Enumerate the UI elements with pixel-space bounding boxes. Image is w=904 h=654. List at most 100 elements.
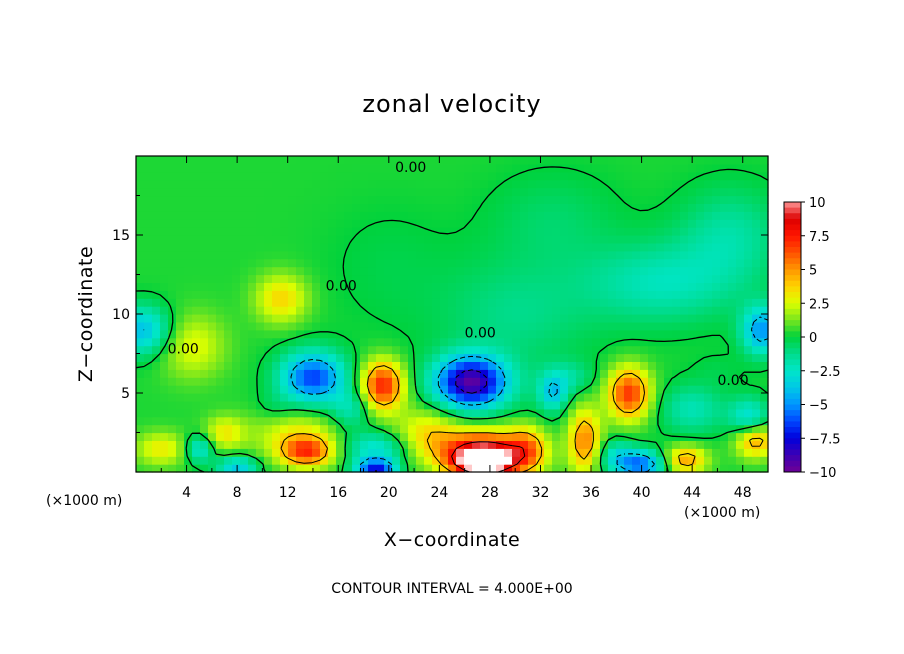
heatmap-cell	[736, 203, 745, 212]
heatmap-cell	[664, 337, 673, 347]
heatmap-cell	[632, 424, 641, 434]
heatmap-cell	[232, 242, 241, 252]
heatmap-cell	[752, 314, 761, 323]
heatmap-cell	[224, 274, 233, 283]
heatmap-cell	[488, 211, 497, 220]
heatmap-cell	[280, 353, 289, 362]
heatmap-cell	[488, 337, 497, 347]
heatmap-cell	[384, 282, 393, 291]
heatmap-cell	[664, 179, 673, 189]
heatmap-cell	[520, 345, 529, 355]
heatmap-cell	[288, 187, 297, 197]
heatmap-cell	[752, 219, 761, 228]
heatmap-cell	[384, 219, 393, 228]
heatmap-cell	[408, 298, 417, 307]
heatmap-cell	[584, 314, 593, 323]
heatmap-cell	[344, 266, 353, 276]
heatmap-cell	[584, 242, 593, 252]
heatmap-cell	[672, 156, 681, 165]
heatmap-cell	[400, 369, 409, 378]
heatmap-cell	[336, 242, 345, 252]
heatmap-cell	[672, 250, 681, 260]
heatmap-cell	[536, 361, 545, 370]
heatmap-cell	[144, 298, 153, 307]
heatmap-cell	[432, 345, 441, 355]
heatmap-cell	[688, 242, 697, 252]
heatmap-cell	[672, 416, 681, 426]
heatmap-cell	[344, 416, 353, 426]
heatmap-cell	[496, 321, 505, 331]
heatmap-cell	[456, 274, 465, 283]
heatmap-cell	[312, 298, 321, 307]
heatmap-cell	[376, 250, 385, 260]
heatmap-cell	[728, 219, 737, 228]
heatmap-cell	[760, 171, 769, 181]
heatmap-cell	[176, 195, 185, 204]
heatmap-cell	[280, 377, 289, 386]
heatmap-cell	[272, 456, 281, 465]
heatmap-cell	[736, 337, 745, 347]
heatmap-cell	[568, 353, 577, 362]
heatmap-cell	[648, 171, 657, 181]
heatmap-cell	[560, 393, 569, 402]
heatmap-cell	[376, 258, 385, 268]
heatmap-cell	[352, 282, 361, 291]
heatmap-cell	[472, 456, 481, 465]
heatmap-cell	[728, 345, 737, 355]
heatmap-cell	[256, 242, 265, 252]
heatmap-cell	[480, 195, 489, 204]
heatmap-cell	[376, 266, 385, 276]
heatmap-cell	[688, 219, 697, 228]
heatmap-cell	[424, 369, 433, 378]
heatmap-cell	[624, 219, 633, 228]
heatmap-cell	[360, 211, 369, 220]
heatmap-cell	[712, 361, 721, 370]
heatmap-cell	[184, 171, 193, 181]
heatmap-cell	[312, 227, 321, 236]
heatmap-cell	[368, 242, 377, 252]
heatmap-cell	[720, 227, 729, 236]
heatmap-cell	[440, 385, 449, 394]
heatmap-cell	[440, 156, 449, 165]
heatmap-cell	[720, 393, 729, 402]
heatmap-cell	[272, 187, 281, 197]
heatmap-cell	[584, 274, 593, 283]
heatmap-cell	[608, 400, 617, 410]
heatmap-cell	[144, 235, 153, 244]
heatmap-cell	[528, 235, 537, 244]
heatmap-cell	[352, 337, 361, 347]
heatmap-cell	[736, 156, 745, 165]
heatmap-cell	[448, 219, 457, 228]
heatmap-cell	[624, 385, 633, 394]
heatmap-cell	[200, 393, 209, 402]
heatmap-cell	[752, 235, 761, 244]
heatmap-cell	[576, 258, 585, 268]
heatmap-cell	[504, 258, 513, 268]
contour-label: 0.00	[395, 160, 426, 176]
heatmap-cell	[624, 456, 633, 465]
heatmap-cell	[272, 329, 281, 339]
heatmap-cell	[320, 314, 329, 323]
heatmap-cell	[616, 156, 625, 165]
heatmap-cell	[152, 329, 161, 339]
heatmap-cell	[496, 211, 505, 220]
heatmap-cell	[616, 329, 625, 339]
x-axis-units: (×1000 m)	[684, 505, 760, 521]
heatmap-cell	[536, 329, 545, 339]
heatmap-cell	[272, 306, 281, 315]
heatmap-cell	[352, 227, 361, 236]
heatmap-cell	[688, 282, 697, 291]
heatmap-cell	[320, 306, 329, 315]
heatmap-cell	[464, 385, 473, 394]
heatmap-cell	[576, 321, 585, 331]
heatmap-cell	[488, 393, 497, 402]
heatmap-cell	[600, 266, 609, 276]
heatmap-cell	[296, 274, 305, 283]
heatmap-cell	[496, 156, 505, 165]
heatmap-cell	[280, 195, 289, 204]
heatmap-cell	[672, 369, 681, 378]
heatmap-cell	[648, 219, 657, 228]
heatmap-cell	[392, 274, 401, 283]
heatmap-cell	[464, 282, 473, 291]
heatmap-cell	[216, 211, 225, 220]
